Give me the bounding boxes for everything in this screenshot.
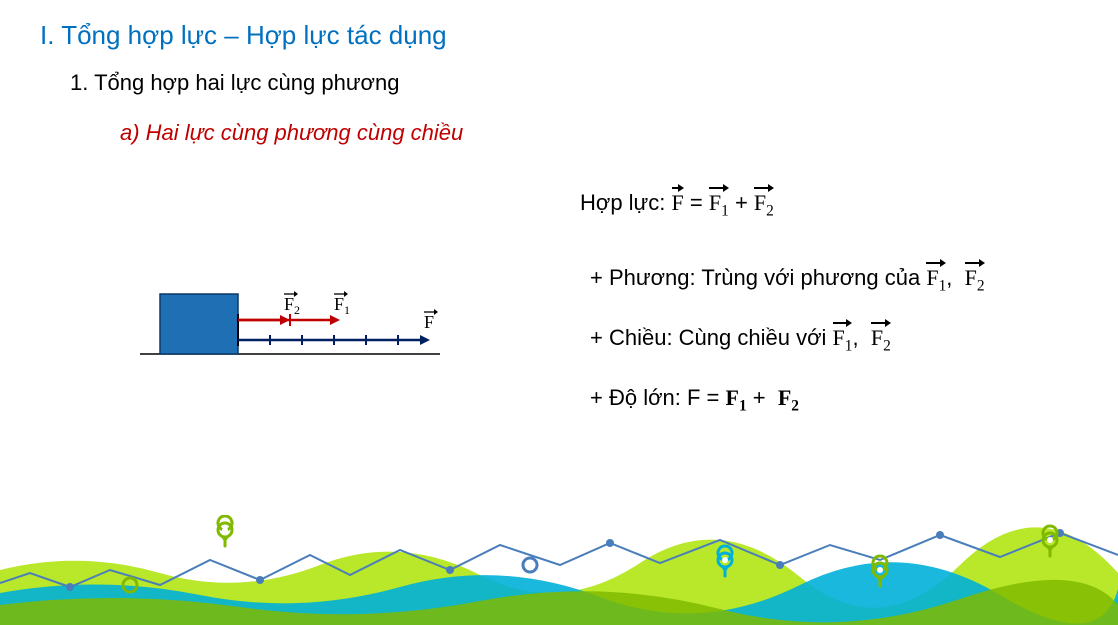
section-heading: I. Tổng hợp lực – Hợp lực tác dụng: [40, 20, 447, 51]
eq-op: ,: [946, 265, 964, 290]
eq-prefix: + Độ lớn: F =: [590, 385, 725, 410]
eq-prefix: + Chiều: Cùng chiều với: [590, 325, 833, 350]
case-heading: a) Hai lực cùng phương cùng chiều: [120, 120, 463, 146]
vector-F1: F1: [709, 190, 729, 220]
eq-prefix: Hợp lực:: [580, 190, 672, 215]
equation-sense: + Chiều: Cùng chiều với F1, F2: [590, 325, 891, 355]
footer-decoration: [0, 515, 1118, 625]
vector-F1: F1: [926, 265, 946, 295]
equation-resultant: Hợp lực: F = F1 + F2: [580, 190, 774, 220]
eq-op: =: [690, 190, 709, 215]
scalar-F2: F2: [778, 385, 799, 410]
force-diagram: F2F1F: [140, 280, 460, 380]
svg-text:F: F: [284, 294, 294, 314]
subsection-heading: 1. Tổng hợp hai lực cùng phương: [70, 70, 399, 96]
equation-magnitude: + Độ lớn: F = F1 + F2: [590, 385, 799, 415]
svg-text:2: 2: [294, 303, 300, 317]
eq-op: +: [735, 190, 754, 215]
equation-direction: + Phương: Trùng với phương của F1, F2: [590, 265, 985, 295]
scalar-F1: F1: [725, 385, 746, 410]
svg-text:F: F: [424, 312, 434, 332]
vector-F1: F1: [833, 325, 853, 355]
vector-F2: F2: [754, 190, 774, 220]
eq-prefix: + Phương: Trùng với phương của: [590, 265, 926, 290]
eq-op: ,: [852, 325, 870, 350]
vector-F2: F2: [965, 265, 985, 295]
svg-text:F: F: [334, 294, 344, 314]
svg-text:1: 1: [344, 303, 350, 317]
vector-F: F: [672, 190, 684, 216]
eq-op: +: [753, 385, 778, 410]
vector-F2: F2: [871, 325, 891, 355]
